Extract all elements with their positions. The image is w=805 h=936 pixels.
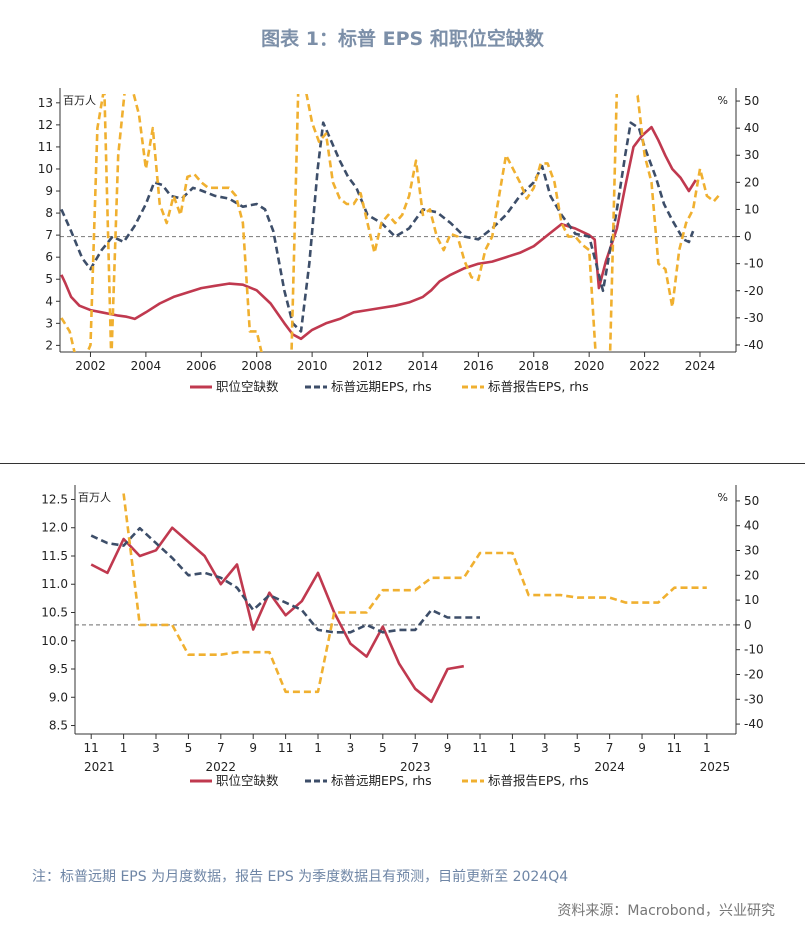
left-tick-label: 9 [45, 184, 53, 198]
x-tick-label: 2014 [408, 359, 439, 373]
left-tick-label: 3 [45, 316, 53, 330]
x-year-label: 2023 [400, 760, 431, 774]
chart-top: 2 3 4 5 6 7 8 9 10 11 12 13 -40 -30 -20 -10 0 10 20 30 40 50 百… [38, 88, 764, 394]
right-tick-label: 10 [744, 202, 759, 216]
left-tick-label: 12.0 [41, 521, 68, 535]
left-tick-label: 8 [45, 206, 53, 220]
x-tick-label: 2018 [518, 359, 549, 373]
x-tick-label: 3 [152, 741, 160, 755]
x-tick-label: 9 [638, 741, 646, 755]
right-tick-label: 50 [744, 494, 759, 508]
left-tick-label: 10.0 [41, 634, 68, 648]
left-tick-label: 11 [38, 140, 53, 154]
x-tick-label: 2006 [186, 359, 217, 373]
x-tick-label: 1 [509, 741, 517, 755]
right-tick-label: 20 [744, 175, 759, 189]
right-tick-label: -30 [744, 692, 764, 706]
series-line-job-openings [60, 125, 697, 341]
right-tick-label: -20 [744, 284, 764, 298]
x-tick-label: 1 [703, 741, 711, 755]
x-tick-label: 2010 [297, 359, 328, 373]
left-tick-label: 12.5 [41, 492, 68, 506]
series-line-reported-eps [122, 493, 707, 694]
series-line-forward-eps [90, 526, 480, 634]
legend-label: 标普远期EPS, rhs [331, 773, 432, 788]
x-year-label: 2025 [700, 760, 731, 774]
left-tick-label: 11.5 [41, 549, 68, 563]
left-tick-label: 10 [38, 162, 53, 176]
right-tick-label: -10 [744, 643, 764, 657]
x-tick-label: 2016 [463, 359, 494, 373]
x-tick-label: 2024 [685, 359, 716, 373]
legend-label: 标普报告EPS, rhs [488, 379, 589, 394]
left-tick-label: 9.5 [49, 662, 68, 676]
left-unit-label: 百万人 [78, 491, 111, 504]
footnote: 注：标普远期 EPS 为月度数据，报告 EPS 为季度数据且有预测，目前更新至 … [32, 869, 569, 885]
right-tick-label: 10 [744, 593, 759, 607]
x-tick-label: 11 [472, 741, 487, 755]
x-year-label: 2024 [594, 760, 625, 774]
x-tick-label: 2002 [75, 359, 106, 373]
x-tick-label: 5 [573, 741, 581, 755]
x-tick-label: 3 [541, 741, 549, 755]
right-tick-label: -20 [744, 667, 764, 681]
right-tick-label: 0 [744, 618, 752, 632]
right-tick-label: 20 [744, 568, 759, 582]
page-title: 图表 1：标普 EPS 和职位空缺数 [261, 28, 544, 50]
x-year-label: 2021 [84, 760, 115, 774]
right-tick-label: 40 [744, 121, 759, 135]
left-tick-label: 7 [45, 228, 53, 242]
left-tick-label: 2 [45, 338, 53, 352]
right-tick-label: 30 [744, 148, 759, 162]
x-tick-label: 2008 [241, 359, 272, 373]
chart-bottom: 8.5 9.0 9.5 10.0 10.5 11.0 11.5 12.0 12.5 -40 -30 -… [41, 485, 764, 788]
left-tick-label: 10.5 [41, 606, 68, 620]
x-tick-label: 2004 [131, 359, 162, 373]
x-tick-label: 11 [278, 741, 293, 755]
right-tick-label: 40 [744, 519, 759, 533]
x-tick-label: 5 [379, 741, 387, 755]
right-tick-label: -40 [744, 717, 764, 731]
x-tick-label: 1 [314, 741, 322, 755]
left-tick-label: 13 [38, 96, 53, 110]
right-tick-label: 30 [744, 544, 759, 558]
left-unit-label: 百万人 [63, 94, 96, 107]
left-tick-label: 12 [38, 118, 53, 132]
x-tick-label: 9 [444, 741, 452, 755]
x-year-label: 2022 [206, 760, 237, 774]
x-tick-label: 7 [606, 741, 614, 755]
right-tick-label: -10 [744, 257, 764, 271]
x-tick-label: 9 [249, 741, 257, 755]
x-tick-label: 7 [411, 741, 419, 755]
x-tick-label: 5 [185, 741, 193, 755]
left-tick-label: 9.0 [49, 690, 68, 704]
right-tick-label: -30 [744, 311, 764, 325]
x-tick-label: 2022 [629, 359, 660, 373]
series-line-job-openings [90, 526, 465, 704]
right-unit-label: % [718, 491, 728, 504]
right-tick-label: -40 [744, 338, 764, 352]
right-tick-label: 0 [744, 230, 752, 244]
x-tick-label: 11 [84, 741, 99, 755]
x-tick-label: 11 [667, 741, 682, 755]
legend-label: 职位空缺数 [216, 379, 279, 394]
right-tick-label: 50 [744, 94, 759, 108]
x-tick-label: 3 [347, 741, 355, 755]
left-tick-label: 11.0 [41, 577, 68, 591]
left-tick-label: 5 [45, 272, 53, 286]
source-note: 资料来源：Macrobond，兴业研究 [557, 903, 775, 919]
chart-divider [0, 463, 805, 464]
left-tick-label: 8.5 [49, 719, 68, 733]
x-tick-label: 2020 [574, 359, 605, 373]
left-tick-label: 4 [45, 294, 53, 308]
legend-label: 标普远期EPS, rhs [331, 379, 432, 394]
right-unit-label: % [718, 94, 728, 107]
left-tick-label: 6 [45, 250, 53, 264]
legend-label: 职位空缺数 [216, 773, 279, 788]
series-line-reported-eps [60, 94, 722, 352]
x-tick-label: 2012 [352, 359, 383, 373]
x-tick-label: 7 [217, 741, 225, 755]
legend-label: 标普报告EPS, rhs [488, 773, 589, 788]
x-tick-label: 1 [120, 741, 128, 755]
